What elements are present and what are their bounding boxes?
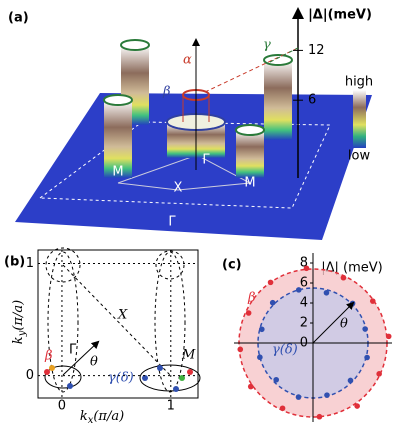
y-tick-label: 0 (26, 368, 34, 383)
point-label: M (112, 165, 123, 180)
cylinder (103, 94, 133, 178)
dot (187, 369, 193, 375)
y-tick-label: 4 (300, 296, 308, 311)
y-tick-label: 6 (300, 276, 308, 291)
dot (67, 383, 73, 389)
fermi-surface (44, 365, 82, 389)
gap-point (259, 326, 265, 333)
panel-b: (b) kx(π/a) ky(π/a) θ Γ X M β γ(δ) 0 1 0 1 (4, 247, 201, 426)
colorbar (353, 90, 366, 148)
panel-label: (a) (8, 11, 29, 26)
gap-point (245, 310, 252, 316)
dot (142, 375, 148, 381)
x-axis-title: kx(π/a) (80, 409, 124, 426)
x-path (62, 264, 171, 376)
gap-point (295, 394, 302, 400)
y-tick-label: 0 (300, 336, 308, 351)
dot (179, 375, 185, 381)
gap-point (237, 346, 244, 353)
beta-label: β (162, 85, 171, 100)
panel-label: (c) (222, 258, 242, 273)
gamma-label: γ (263, 38, 271, 53)
colorbar-high: high (345, 75, 373, 90)
theta-label: θ (90, 355, 98, 370)
gamma-point: Γ (69, 343, 77, 358)
dot (157, 365, 163, 371)
y-tick-label: 2 (300, 316, 308, 331)
pocket (155, 250, 185, 280)
m-point: M (181, 348, 196, 363)
gap-point (340, 274, 347, 281)
tick-group: 12 6 (293, 43, 325, 108)
gap-point (324, 392, 330, 398)
gamma-delta-label: γ(δ) (272, 343, 298, 358)
panel-c: (c) |Δ| (meV) 0 2 4 6 8 θ β γ(δ) (222, 253, 392, 422)
pocket (47, 251, 79, 393)
gap-point (279, 405, 286, 412)
x-point: X (117, 308, 128, 323)
beta-label: β (44, 349, 53, 364)
point-label: M (244, 176, 255, 191)
cylinder (235, 124, 265, 178)
gap-point (354, 403, 360, 409)
tick-label: 6 (308, 93, 316, 108)
gap-point (385, 333, 392, 340)
y-tick-label: 8 (300, 256, 308, 271)
point-label: Γ (168, 215, 176, 230)
dot (44, 369, 50, 375)
dot (173, 386, 179, 392)
point-label: Γ (202, 153, 210, 168)
gap-point (247, 383, 254, 390)
frame (37, 249, 199, 399)
gap-point (362, 326, 368, 332)
pocket (154, 251, 186, 393)
axis-title: |Δ| (meV) (321, 261, 382, 276)
theta-label: θ (340, 317, 348, 332)
gamma-delta-label: γ(δ) (108, 371, 134, 386)
gap-point (257, 354, 263, 361)
gap-point (323, 289, 330, 296)
axis-title: |Δ|(meV) (308, 8, 372, 23)
colorbar-low: low (348, 149, 371, 164)
theta-arrow (312, 301, 355, 344)
x-tick-label: 1 (167, 399, 175, 414)
gap-point (347, 377, 354, 384)
gap-point (316, 413, 323, 420)
gap-point (369, 298, 376, 304)
gap-point (269, 299, 276, 306)
theta-arrow (62, 340, 100, 376)
guide (269, 47, 299, 63)
gap-point (364, 354, 370, 361)
path (117, 154, 252, 191)
gap-point (303, 265, 310, 272)
y-tick-label: 1 (26, 256, 34, 271)
panel-label: (b) (4, 255, 25, 270)
alpha-label: α (183, 53, 192, 68)
panel-a: (a) |Δ|(meV) α γ β high low M M Γ X Γ 12… (8, 7, 373, 240)
gap-point (267, 279, 274, 286)
point-label: X (174, 181, 183, 196)
x-tick-label: 0 (58, 399, 66, 414)
fermi-surface (139, 364, 201, 392)
gap-point (295, 287, 302, 293)
beta-label: β (247, 291, 256, 306)
gap-point (376, 371, 382, 377)
tick-label: 12 (308, 43, 325, 58)
dot (49, 365, 55, 371)
gap-point (273, 376, 280, 383)
cylinder (263, 54, 293, 140)
y-axis-title: ky(π/a) (11, 300, 28, 344)
pocket (45, 247, 81, 283)
